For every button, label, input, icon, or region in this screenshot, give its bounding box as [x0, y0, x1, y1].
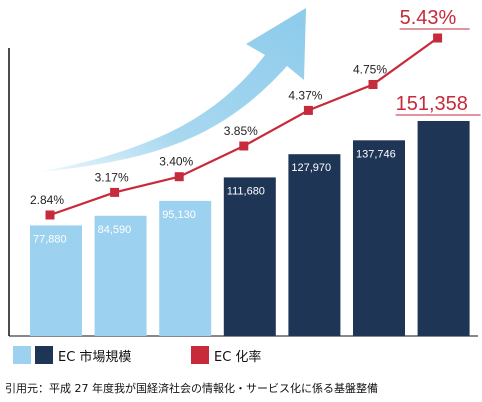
- bars-layer: [30, 121, 470, 336]
- bar-value-label-6: 137,746: [356, 148, 396, 160]
- bar-value-label-7: 151,358: [396, 93, 468, 115]
- bar-6: [353, 140, 405, 336]
- bar-7: [417, 121, 470, 336]
- growth-arrow-icon: [40, 8, 306, 172]
- labels-layer: 77,880 84,590 95,130 111,680 127,970 137,746 1…: [30, 7, 481, 245]
- legend-swatch-market-light: [13, 346, 31, 364]
- legend-swatch-rate: [191, 346, 209, 364]
- rate-point-7: [433, 33, 443, 43]
- rate-point-5: [303, 105, 313, 115]
- rate-point-4: [239, 141, 249, 151]
- bar-value-label-5: 127,970: [291, 162, 331, 174]
- legend-swatch-market-dark: [35, 346, 53, 364]
- rate-label-1: 2.84%: [30, 193, 64, 207]
- rate-point-1: [45, 210, 55, 220]
- rate-line-layer: [45, 33, 443, 220]
- bar-2: [94, 215, 147, 336]
- bar-value-label-3: 95,130: [162, 209, 196, 221]
- legend-label-rate: EC 化率: [214, 349, 261, 365]
- bar-4: [223, 177, 276, 336]
- source-note: 引用元：平成 27 年度我が国経済社会の情報化・サービス化に係る基盤整備: [5, 381, 378, 395]
- bar-5: [288, 154, 341, 336]
- bar-value-label-1: 77,880: [33, 233, 67, 245]
- bar-value-label-2: 84,590: [98, 224, 132, 236]
- bar-3: [159, 200, 212, 336]
- bar-value-label-4: 111,680: [227, 185, 265, 197]
- legend-label-market: EC 市場規模: [58, 349, 131, 365]
- bar-1: [30, 225, 82, 336]
- rate-label-3: 3.40%: [159, 155, 193, 169]
- rate-label-4: 3.85%: [224, 124, 258, 138]
- rate-label-7: 5.43%: [400, 7, 457, 29]
- legend: EC 市場規模 EC 化率: [13, 346, 261, 365]
- rate-point-2: [110, 187, 120, 197]
- rate-label-2: 3.17%: [95, 170, 129, 184]
- rate-point-3: [174, 172, 184, 182]
- rate-label-5: 4.37%: [288, 88, 322, 102]
- rate-point-6: [368, 80, 378, 89]
- rate-label-6: 4.75%: [353, 63, 387, 77]
